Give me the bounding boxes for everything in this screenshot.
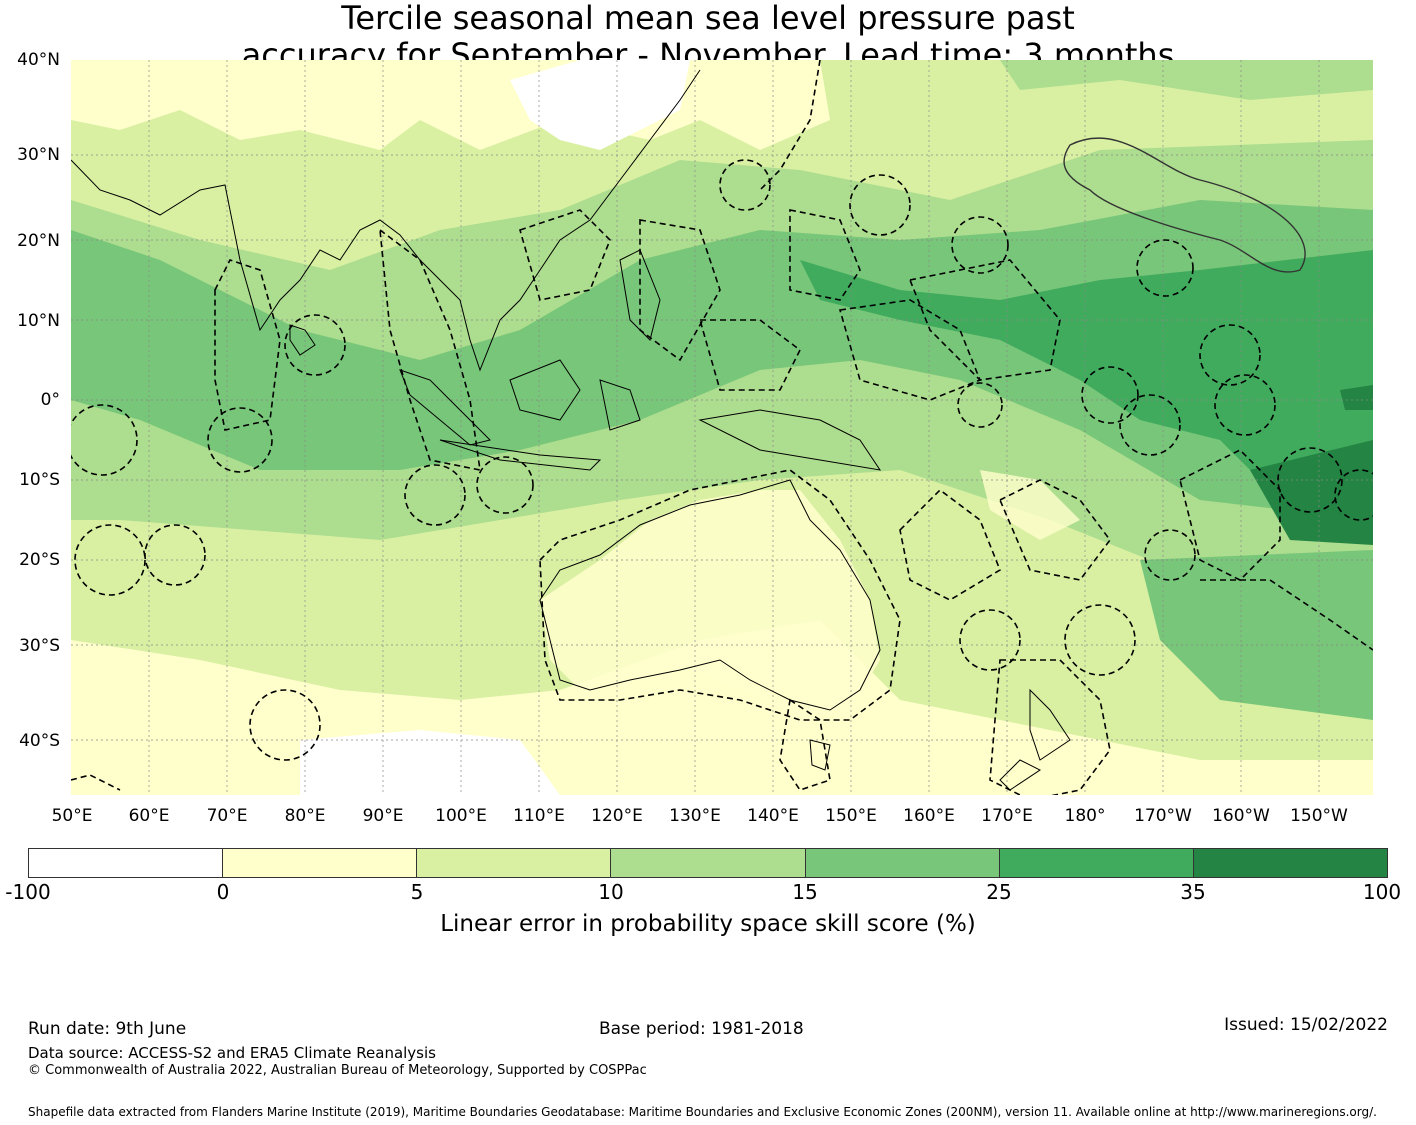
colorbar-segment — [805, 849, 1000, 877]
lon-label-130e: 130°E — [669, 806, 721, 826]
colorbar-tick: 100 — [1362, 880, 1402, 904]
lon-label-110e: 110°E — [513, 806, 565, 826]
colorbar-tick: 25 — [986, 880, 1012, 904]
lat-label-20s: 20°S — [19, 550, 60, 570]
map-shading — [71, 60, 1373, 795]
lon-label-60e: 60°E — [128, 806, 170, 826]
lon-label-180: 180° — [1064, 806, 1106, 826]
map-title-line-1: Tercile seasonal mean sea level pressure… — [341, 0, 1075, 37]
colorbar-label: Linear error in probability space skill … — [440, 911, 976, 937]
lat-label-10s: 10°S — [19, 470, 60, 490]
lat-label-20n: 20°N — [17, 231, 60, 251]
lon-label-170e: 170°E — [981, 806, 1033, 826]
shapefile-credit: Shapefile data extracted from Flanders M… — [28, 1105, 1377, 1119]
colorbar-tick: 5 — [410, 880, 424, 904]
colorbar-segment — [223, 849, 418, 877]
lon-label-150w: 150°W — [1290, 806, 1348, 826]
colorbar-tick: 10 — [598, 880, 624, 904]
eez-boundaries — [71, 60, 1373, 795]
lon-label-80e: 80°E — [284, 806, 326, 826]
lat-label-40s: 40°S — [19, 731, 60, 751]
colorbar-segment — [417, 849, 612, 877]
graticule — [71, 60, 1373, 795]
colorbar-tick: 35 — [1180, 880, 1206, 904]
lon-label-160e: 160°E — [903, 806, 955, 826]
run-date: Run date: 9th June — [28, 1019, 187, 1039]
lon-label-70e: 70°E — [206, 806, 248, 826]
lat-label-30n: 30°N — [17, 145, 60, 165]
colorbar-tick: 15 — [792, 880, 818, 904]
colorbar — [28, 848, 1388, 878]
coastlines — [71, 69, 1306, 791]
lon-label-160w: 160°W — [1212, 806, 1270, 826]
issued-date: Issued: 15/02/2022 — [1224, 1015, 1388, 1035]
colorbar-segment — [1193, 849, 1387, 877]
lat-label-0: 0° — [40, 390, 60, 410]
lon-label-90e: 90°E — [362, 806, 404, 826]
colorbar-tick: 0 — [216, 880, 230, 904]
lat-label-30s: 30°S — [19, 636, 60, 656]
base-period: Base period: 1981-2018 — [599, 1019, 804, 1039]
lon-label-150e: 150°E — [825, 806, 877, 826]
colorbar-segment — [29, 849, 224, 877]
lat-label-40n: 40°N — [17, 50, 60, 70]
colorbar-segment — [999, 849, 1194, 877]
skill-score-map — [71, 60, 1373, 795]
lon-label-170w: 170°W — [1134, 806, 1192, 826]
colorbar-segment — [611, 849, 806, 877]
lon-label-50e: 50°E — [51, 806, 93, 826]
data-source: Data source: ACCESS-S2 and ERA5 Climate … — [28, 1044, 436, 1062]
lon-label-100e: 100°E — [435, 806, 487, 826]
copyright: © Commonwealth of Australia 2022, Austra… — [28, 1063, 647, 1078]
lat-label-10n: 10°N — [17, 311, 60, 331]
colorbar-tick: -100 — [5, 880, 51, 904]
lon-label-140e: 140°E — [747, 806, 799, 826]
lon-label-120e: 120°E — [591, 806, 643, 826]
